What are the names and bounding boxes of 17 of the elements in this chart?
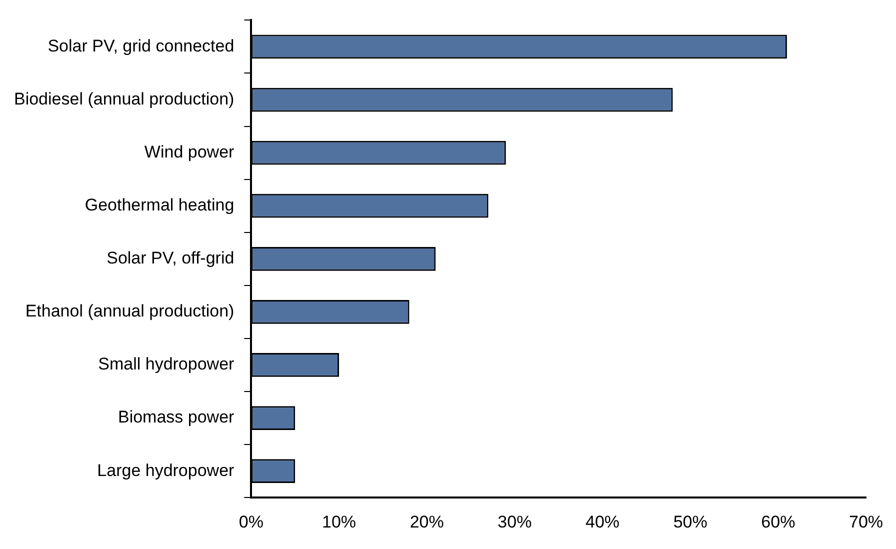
x-tick-label: 70%: [848, 512, 884, 532]
y-tick-label: Geothermal heating: [84, 196, 234, 215]
x-tick-label: 30%: [498, 512, 532, 532]
y-tick-label: Biomass power: [118, 408, 235, 427]
y-tick-label: Biodiesel (annual production): [14, 89, 234, 108]
x-tick-label: 60%: [761, 512, 796, 532]
y-tick-label: Solar PV, grid connected: [48, 36, 234, 56]
x-tick-label: 10%: [322, 512, 356, 532]
x-tick-label: 50%: [673, 512, 708, 532]
y-tick-label: Solar PV, off-grid: [106, 248, 234, 268]
y-tick-label: Small hydropower: [98, 354, 235, 374]
x-tick-label: 40%: [585, 512, 620, 532]
y-tick-label: Wind power: [144, 142, 235, 162]
y-tick-label: Large hydropower: [97, 460, 235, 480]
x-tick-label: 0%: [238, 512, 264, 532]
x-tick-label: 20%: [410, 512, 444, 532]
y-tick-label: Ethanol (annual production): [25, 302, 234, 321]
